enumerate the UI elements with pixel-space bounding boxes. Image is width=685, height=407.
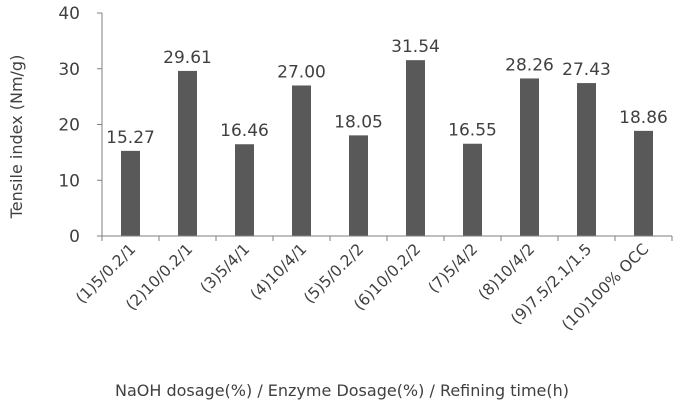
y-tick-label: 30: [58, 60, 80, 80]
bar: [406, 60, 425, 236]
x-tick-label: (7)5/4/2: [425, 240, 482, 297]
bar: [121, 150, 140, 236]
bar: [463, 143, 482, 236]
bars: [121, 60, 653, 236]
y-tick-label: 10: [58, 171, 80, 191]
bar-value-label: 16.55: [448, 121, 497, 141]
x-tick-label: (3)5/4/1: [197, 240, 254, 297]
y-tick-label: 40: [58, 4, 80, 24]
x-axis-label: NaOH dosage(%) / Enzyme Dosage(%) / Refi…: [115, 381, 569, 400]
bar-value-label: 31.54: [391, 37, 440, 57]
bar: [520, 78, 539, 236]
bar: [292, 85, 311, 236]
y-axis-label: Tensile index (Nm/g): [7, 55, 26, 220]
bar: [634, 130, 653, 236]
bar: [178, 70, 197, 236]
y-tick-label: 20: [58, 116, 80, 136]
bar-value-label: 29.61: [163, 48, 212, 68]
bar: [235, 144, 254, 236]
bar-value-label: 18.05: [334, 112, 383, 132]
bar-value-label: 15.27: [106, 128, 155, 148]
bar-value-label: 16.46: [220, 121, 269, 141]
bar: [349, 135, 368, 236]
bar-value-label: 27.00: [277, 62, 326, 82]
data-labels: 15.27 29.61 16.46 27.00 18.05 31.54 16.55 28.26…: [106, 37, 668, 148]
bar-value-label: 28.26: [505, 55, 554, 75]
x-axis-ticks: (1)5/0.2/1(2)10/0.2/1 (3)5/4/1(4)10/4/1(5…: [72, 236, 673, 334]
bar-value-label: 18.86: [619, 108, 668, 128]
bar-value-label: 27.43: [562, 60, 611, 80]
y-tick-label: 0: [69, 227, 80, 247]
y-axis-ticks: 0 10 20 30 40: [58, 4, 102, 247]
bar: [577, 83, 596, 236]
